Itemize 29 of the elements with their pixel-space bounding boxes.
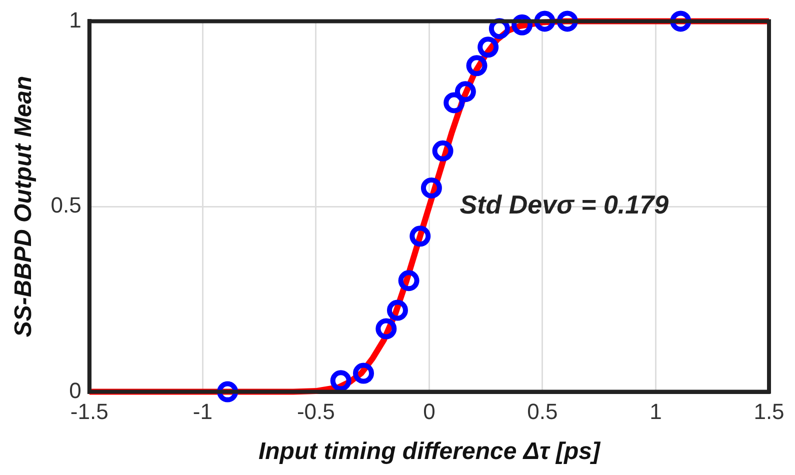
x-tick-label: 1: [650, 399, 662, 424]
point: [352, 362, 374, 384]
x-tick-label: -0.5: [296, 399, 335, 424]
point: [386, 300, 408, 321]
point: [488, 18, 510, 40]
y-axis-title: SS-BBPD Output Mean: [10, 76, 38, 338]
point: [466, 55, 488, 76]
x-axis-title: Input timing difference Δτ [ps]: [258, 438, 601, 466]
x-tick-label: 0.5: [527, 399, 558, 424]
x-tick-label: -1: [192, 399, 212, 424]
point: [376, 318, 397, 340]
point: [217, 381, 238, 402]
x-tick-label: 1.5: [754, 399, 784, 424]
point: [398, 270, 420, 292]
point: [478, 36, 499, 58]
point: [454, 81, 476, 102]
y-tick-label: 0.5: [50, 192, 82, 218]
point: [410, 226, 431, 247]
point: [330, 370, 352, 392]
point: [432, 140, 454, 162]
annotation: Std Devσ = 0.179: [460, 190, 670, 220]
point: [670, 10, 692, 32]
point: [534, 10, 556, 32]
point: [420, 177, 442, 198]
point: [444, 92, 465, 114]
y-tick-label: 1: [69, 7, 82, 32]
x-tick-label: 0: [423, 399, 436, 424]
point: [512, 14, 533, 36]
point: [556, 10, 578, 32]
